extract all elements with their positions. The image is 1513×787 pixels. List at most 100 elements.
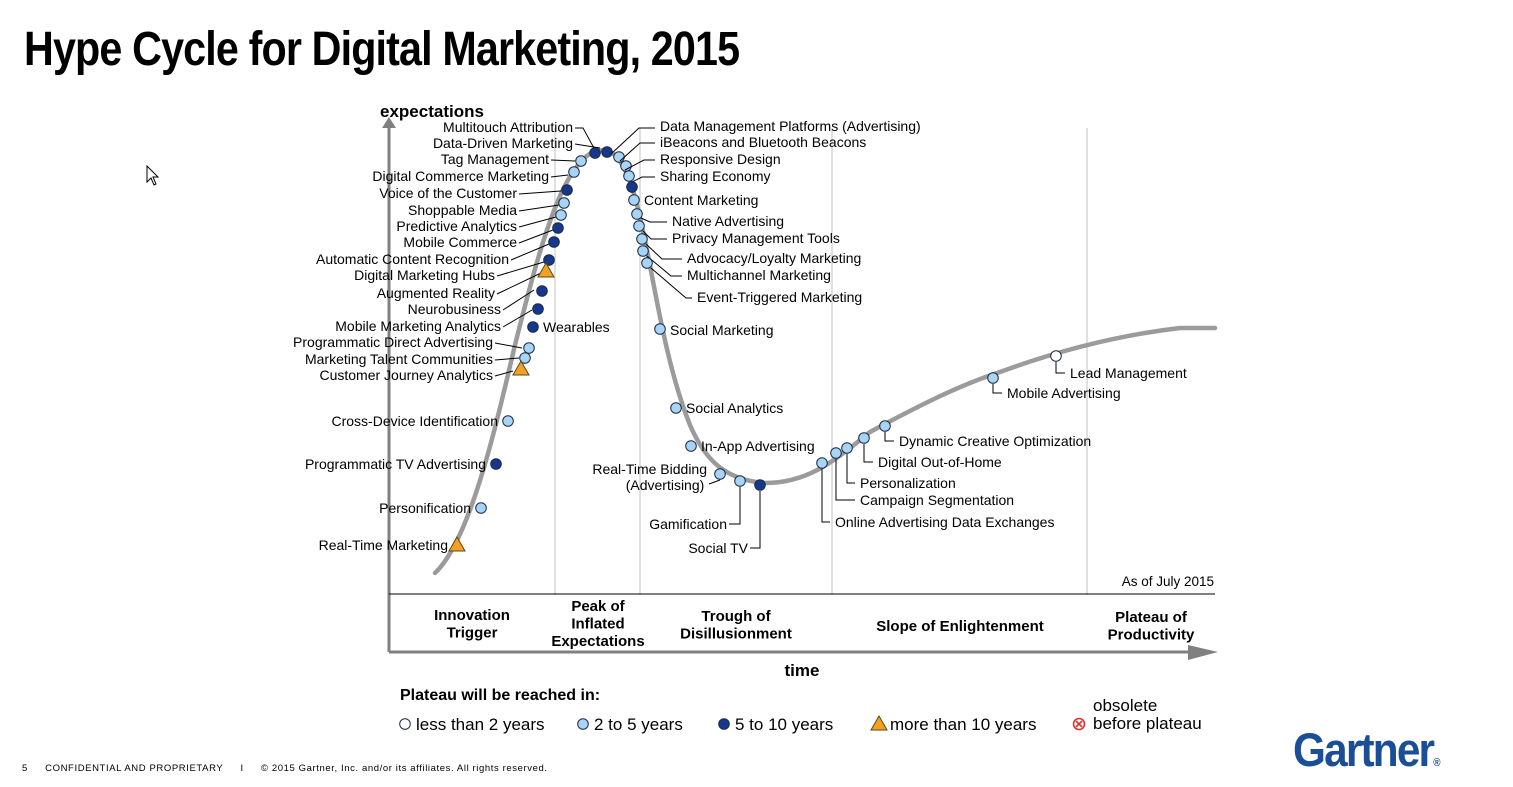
marker-dynamic-creative-optimization xyxy=(879,420,891,432)
leader-line-event-triggered-marketing xyxy=(650,267,692,299)
leader-line-sharing-economy xyxy=(631,176,655,183)
label-social-marketing: Social Marketing xyxy=(670,322,774,338)
leader-line-data-driven-marketing xyxy=(574,143,601,149)
marker-sharing-economy xyxy=(626,181,638,193)
marker-social-marketing xyxy=(654,323,666,335)
marker-mobile-marketing-analytics xyxy=(532,303,544,315)
marker-neurobusiness xyxy=(536,285,548,297)
x-axis-arrowhead xyxy=(1188,645,1218,660)
label-programmatic-tv-advertising: Programmatic TV Advertising xyxy=(305,456,486,472)
label-augmented-reality: Augmented Reality xyxy=(377,285,495,301)
label-personification: Personification xyxy=(379,500,471,516)
leader-line-privacy-management-tools xyxy=(642,230,667,240)
marker-digital-commerce-marketing xyxy=(568,166,580,178)
leader-line-programmatic-direct-advertising xyxy=(494,342,523,349)
phase-label-peak: Inflated xyxy=(571,616,624,633)
marker-gamification xyxy=(734,475,746,487)
label-content-marketing: Content Marketing xyxy=(644,192,758,208)
label-dynamic-creative-optimization: Dynamic Creative Optimization xyxy=(899,433,1091,449)
legend-label-lt2: less than 2 years xyxy=(416,715,545,734)
marker-advocacy-loyalty-marketing xyxy=(636,233,648,245)
marker-marketing-talent-communities xyxy=(519,352,531,364)
legend-marker-gt10 xyxy=(870,714,888,731)
marker-mobile-commerce xyxy=(552,222,564,234)
label-customer-journey-analytics: Customer Journey Analytics xyxy=(319,367,493,383)
marker-real-time-marketing xyxy=(448,535,466,552)
label-tag-management: Tag Management xyxy=(441,151,549,167)
marker-native-advertising xyxy=(631,208,643,220)
marker-personalization xyxy=(841,442,853,454)
phase-label-innovation-trigger: Innovation xyxy=(434,607,510,624)
phase-label-innovation-trigger: Trigger xyxy=(447,625,498,642)
leader-line-multitouch-attribution xyxy=(575,127,596,151)
leader-line-campaign-segmentation xyxy=(835,459,855,501)
legend-label-5to10: 5 to 10 years xyxy=(735,715,833,734)
marker-shoppable-media xyxy=(558,197,570,209)
marker-voice-of-the-customer xyxy=(561,184,573,196)
marker-multitouch-attribution xyxy=(589,147,601,159)
label-campaign-segmentation: Campaign Segmentation xyxy=(860,492,1014,508)
gartner-logo: Gartner® xyxy=(1293,722,1441,777)
marker-real-time-bidding-advertising xyxy=(714,468,726,480)
leader-line-voice-of-the-customer xyxy=(518,190,562,195)
label-multichannel-marketing: Multichannel Marketing xyxy=(687,267,831,283)
mouse-pointer-icon xyxy=(146,165,160,186)
legend-label-2to5: 2 to 5 years xyxy=(594,715,683,734)
marker-in-app-advertising xyxy=(685,440,697,452)
legend-label-gt10: more than 10 years xyxy=(890,715,1036,734)
phase-label-plateau: Productivity xyxy=(1108,627,1195,644)
marker-campaign-segmentation xyxy=(830,447,842,459)
marker-multichannel-marketing xyxy=(637,245,649,257)
legend-marker-5to10 xyxy=(718,718,730,730)
phase-label-trough: Trough of xyxy=(701,608,771,625)
label-ibeacons-and-bluetooth-beacons: iBeacons and Bluetooth Beacons xyxy=(660,134,866,150)
label-digital-marketing-hubs: Digital Marketing Hubs xyxy=(354,267,495,283)
y-axis-label: expectations xyxy=(380,102,484,121)
leader-line-shoppable-media xyxy=(518,204,560,212)
phase-label-peak: Peak of xyxy=(571,598,625,615)
marker-content-marketing xyxy=(628,194,640,206)
leader-line-automatic-content-recognition xyxy=(510,243,550,261)
label-in-app-advertising: In-App Advertising xyxy=(701,438,815,454)
leader-line-data-management-platforms-advertising xyxy=(610,127,655,155)
label-mobile-marketing-analytics: Mobile Marketing Analytics xyxy=(335,318,501,334)
legend-title: Plateau will be reached in: xyxy=(400,687,600,704)
leader-line-native-advertising xyxy=(640,217,667,223)
y-axis-arrowhead xyxy=(382,117,396,128)
label-shoppable-media: Shoppable Media xyxy=(408,202,517,218)
label-wearables: Wearables xyxy=(543,319,610,335)
label-responsive-design: Responsive Design xyxy=(660,151,781,167)
marker-privacy-management-tools xyxy=(633,220,645,232)
marker-programmatic-direct-advertising xyxy=(523,342,535,354)
leader-line-digital-out-of-home xyxy=(863,444,873,463)
leader-line-lead-management xyxy=(1055,362,1065,374)
label-native-advertising: Native Advertising xyxy=(672,213,784,229)
phase-label-trough: Disillusionment xyxy=(680,626,792,643)
leader-line-marketing-talent-communities xyxy=(494,357,520,361)
label-privacy-management-tools: Privacy Management Tools xyxy=(672,230,840,246)
label-online-advertising-data-exchanges: Online Advertising Data Exchanges xyxy=(835,514,1054,530)
confidential-notice: CONFIDENTIAL AND PROPRIETARY xyxy=(45,763,224,774)
label-event-triggered-marketing: Event-Triggered Marketing xyxy=(697,289,862,305)
label-marketing-talent-communities: Marketing Talent Communities xyxy=(305,351,493,367)
leader-line-online-advertising-data-exchanges xyxy=(821,469,830,523)
label-social-tv: Social TV xyxy=(688,540,748,556)
label-personalization: Personalization xyxy=(860,475,956,491)
label-mobile-advertising: Mobile Advertising xyxy=(1007,385,1121,401)
marker-social-tv xyxy=(754,479,766,491)
label-real-time-bidding-advertising: Real-Time Bidding xyxy=(592,461,707,477)
legend-marker-obsolete xyxy=(1072,717,1086,731)
label-sharing-economy: Sharing Economy xyxy=(660,168,771,184)
leader-line-dynamic-creative-optimization xyxy=(884,432,894,442)
marker-lead-management xyxy=(1050,350,1062,362)
legend-marker-2to5 xyxy=(577,718,589,730)
leader-line-social-tv xyxy=(750,491,761,549)
label-lead-management: Lead Management xyxy=(1070,365,1187,381)
marker-predictive-analytics xyxy=(555,209,567,221)
leader-line-tag-management xyxy=(550,159,576,162)
leader-line-multichannel-marketing xyxy=(646,255,682,277)
x-axis-label: time xyxy=(785,661,820,680)
leader-line-customer-journey-analytics xyxy=(494,370,514,377)
phase-label-slope: Slope of Enlightenment xyxy=(876,618,1044,635)
